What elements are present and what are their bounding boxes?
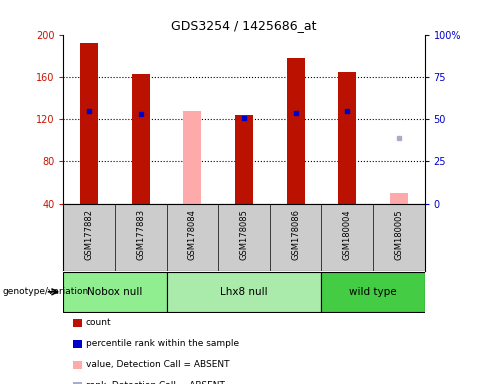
Bar (63, 271, 166, 312)
Text: percentile rank within the sample: percentile rank within the sample (86, 339, 239, 348)
Bar (390, 193, 408, 204)
Text: GSM177883: GSM177883 (136, 209, 145, 260)
Text: count: count (86, 318, 112, 327)
Bar (80, 43, 98, 204)
Text: genotype/variation: genotype/variation (2, 287, 89, 296)
Bar (183, 111, 202, 204)
Text: rank, Detection Call = ABSENT: rank, Detection Call = ABSENT (86, 381, 225, 384)
Bar (132, 74, 150, 204)
Bar (166, 271, 322, 312)
Text: wild type: wild type (349, 287, 397, 297)
Bar (338, 71, 356, 204)
Text: GSM178086: GSM178086 (291, 209, 300, 260)
Bar (286, 58, 305, 204)
Text: GSM178084: GSM178084 (188, 209, 197, 260)
Text: Nobox null: Nobox null (87, 287, 142, 297)
Title: GDS3254 / 1425686_at: GDS3254 / 1425686_at (171, 19, 317, 32)
Bar (235, 115, 253, 204)
Text: GSM180005: GSM180005 (394, 209, 403, 260)
Text: Lhx8 null: Lhx8 null (220, 287, 268, 297)
Text: GSM180004: GSM180004 (343, 209, 352, 260)
Text: GSM178085: GSM178085 (240, 209, 248, 260)
Bar (322, 271, 425, 312)
Text: GSM177882: GSM177882 (85, 209, 94, 260)
Text: value, Detection Call = ABSENT: value, Detection Call = ABSENT (86, 360, 229, 369)
